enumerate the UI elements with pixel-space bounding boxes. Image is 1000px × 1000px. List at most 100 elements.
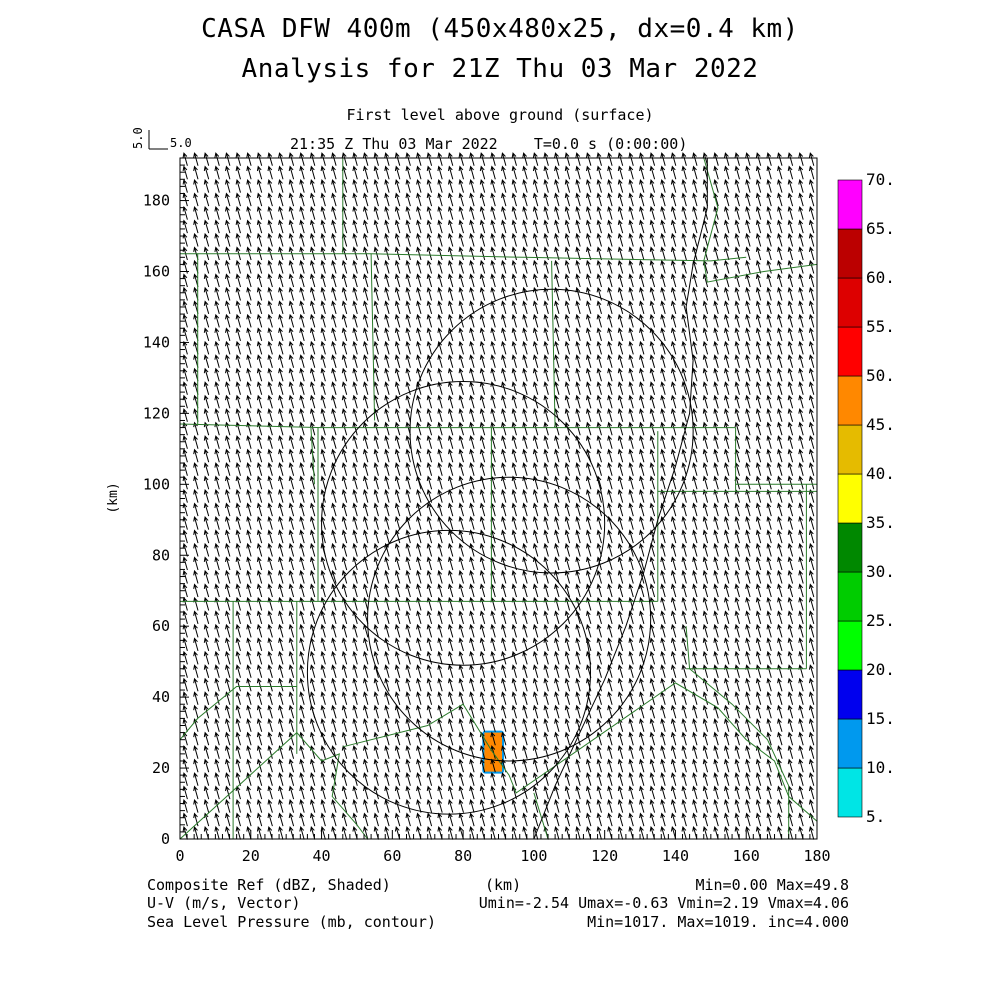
wind-vector — [607, 772, 613, 786]
wind-vector — [458, 165, 464, 180]
wind-vector — [511, 691, 517, 705]
wind-vector — [416, 569, 422, 584]
wind-vector — [458, 381, 464, 395]
wind-vector — [798, 435, 804, 449]
wind-vector — [649, 677, 656, 692]
wind-vector — [639, 219, 645, 234]
wind-vector — [384, 259, 390, 274]
y-tick-label: 100 — [143, 475, 170, 493]
wind-vector — [490, 219, 496, 234]
wind-vector — [416, 637, 422, 652]
footer-field1-name: Composite Ref (dBZ, Shaded) — [147, 876, 391, 894]
wind-vector — [405, 179, 411, 193]
wind-vector — [267, 489, 273, 503]
wind-vector — [203, 785, 210, 800]
wind-vector — [724, 785, 730, 800]
wind-vector — [426, 192, 433, 207]
wind-vector — [299, 273, 305, 288]
wind-vector — [373, 219, 379, 234]
wind-vector — [214, 583, 220, 598]
wind-vector — [724, 623, 730, 638]
wind-vector — [734, 691, 740, 705]
wind-vector — [692, 232, 698, 247]
wind-vector — [617, 340, 624, 355]
wind-vector — [607, 569, 613, 584]
wind-vector — [193, 677, 199, 692]
wind-vector — [649, 758, 656, 773]
wind-vector — [331, 192, 337, 207]
wind-vector — [777, 206, 783, 220]
wind-vector — [649, 435, 656, 449]
wind-vector — [331, 758, 337, 773]
wind-vector — [288, 179, 295, 193]
wind-vector — [352, 489, 358, 503]
wind-vector — [225, 731, 231, 746]
wind-vector — [394, 408, 401, 422]
wind-vector — [405, 435, 411, 449]
wind-vector — [288, 421, 295, 436]
wind-vector — [193, 219, 199, 234]
wind-vector — [256, 354, 263, 368]
wind-vector — [246, 799, 252, 813]
county-boundary — [310, 427, 315, 485]
wind-vector — [745, 758, 751, 773]
wind-vector — [299, 381, 305, 395]
wind-vector — [490, 704, 496, 719]
wind-vector — [214, 259, 220, 274]
wind-vector — [522, 718, 528, 732]
wind-vector — [426, 677, 433, 692]
wind-vector — [225, 812, 231, 827]
wind-vector — [246, 367, 252, 382]
wind-vector — [702, 583, 709, 598]
wind-vector — [448, 462, 454, 476]
wind-vector — [564, 354, 571, 368]
wind-vector — [554, 475, 560, 490]
wind-vector — [299, 691, 305, 705]
wind-vector — [405, 327, 411, 342]
wind-vector — [660, 462, 666, 476]
wind-vector — [331, 489, 337, 503]
wind-vector — [394, 812, 401, 827]
wind-vector — [777, 381, 783, 395]
colorbar-swatch — [837, 326, 863, 377]
wind-vector — [755, 462, 762, 476]
wind-vector — [734, 623, 740, 638]
wind-vector — [543, 691, 549, 705]
wind-vector — [373, 637, 379, 652]
wind-vector — [617, 583, 624, 598]
wind-vector — [681, 394, 687, 409]
wind-vector — [341, 772, 348, 786]
wind-vector — [660, 219, 666, 234]
wind-vector — [246, 516, 252, 530]
wind-vector — [501, 596, 507, 611]
wind-vector — [331, 623, 337, 638]
wind-vector — [352, 785, 358, 800]
wind-vector — [692, 408, 698, 422]
wind-vector — [405, 286, 411, 301]
wind-vector — [278, 704, 284, 719]
wind-vector — [405, 556, 411, 571]
wind-vector — [617, 394, 624, 409]
wind-vector — [777, 300, 783, 315]
wind-vector — [267, 300, 273, 315]
wind-vector — [745, 691, 751, 705]
wind-vector — [469, 435, 475, 449]
wind-vector — [310, 785, 316, 800]
wind-vector — [299, 677, 305, 692]
wind-vector — [341, 596, 348, 611]
wind-vector — [628, 165, 634, 180]
wind-vector — [363, 219, 369, 234]
wind-vector — [479, 502, 486, 517]
wind-vector — [617, 462, 624, 476]
wind-vector — [246, 313, 252, 328]
wind-vector — [798, 192, 804, 207]
wind-vector — [607, 542, 613, 557]
wind-vector — [660, 785, 666, 800]
wind-vector — [755, 799, 762, 813]
wind-vector — [766, 152, 772, 166]
wind-vector — [363, 206, 369, 220]
wind-vector — [766, 259, 772, 274]
wind-vector — [469, 232, 475, 247]
wind-vector — [755, 718, 762, 732]
wind-vector — [787, 731, 794, 746]
